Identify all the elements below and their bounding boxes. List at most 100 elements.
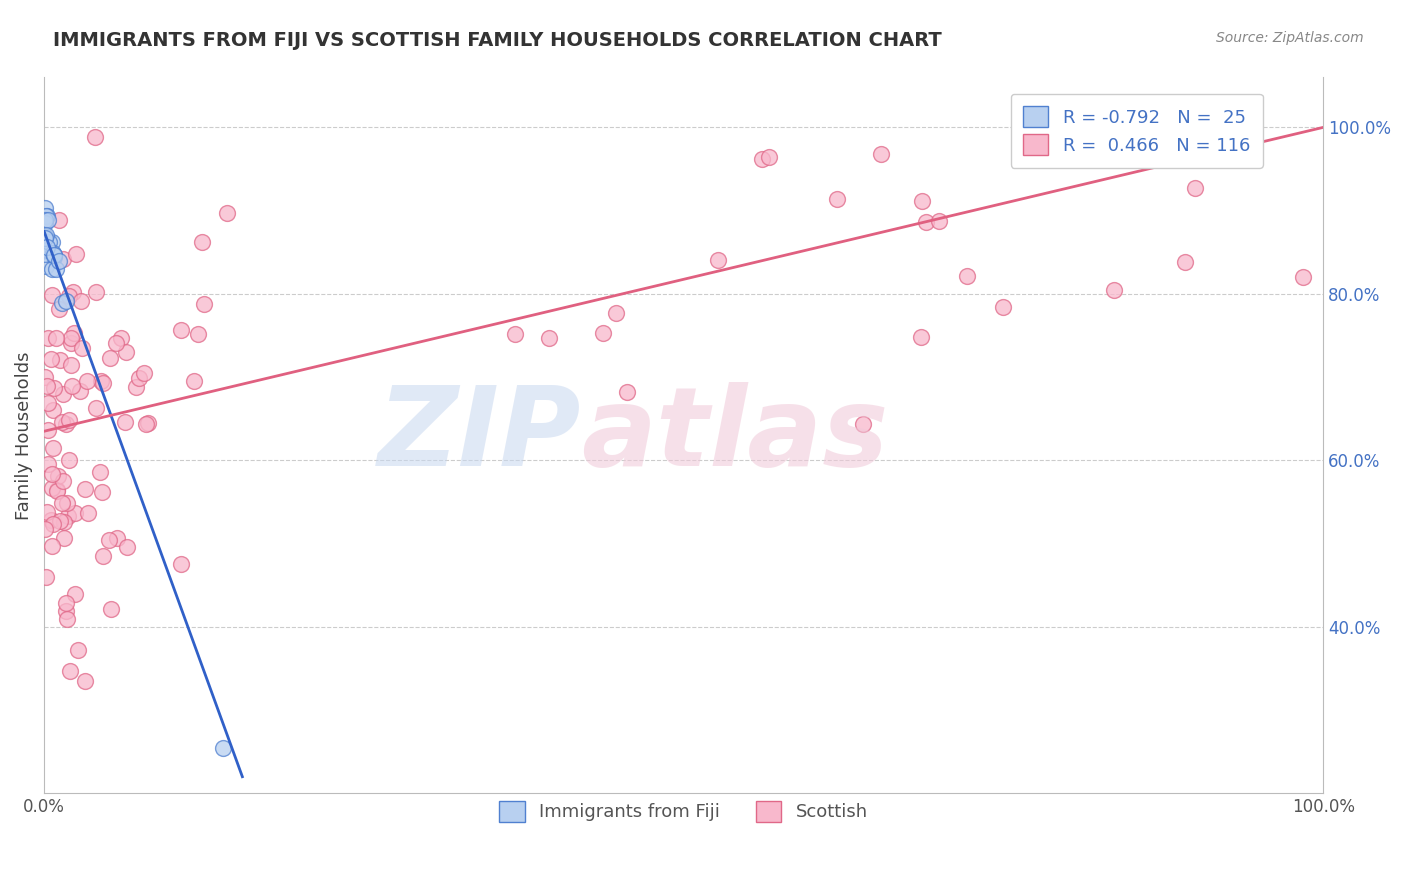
Point: [55, 604, 77, 618]
Point: [44, 250, 66, 264]
Point: [825, 192, 848, 206]
Legend: Immigrants from Fiji, Scottish: Immigrants from Fiji, Scottish: [486, 789, 880, 834]
Point: [56, 495, 79, 509]
Point: [110, 331, 132, 345]
Point: [52, 386, 75, 401]
Point: [44, 248, 66, 262]
Point: [706, 253, 728, 268]
Point: [42, 245, 65, 260]
Point: [70, 293, 93, 308]
Point: [34, 202, 56, 216]
Point: [1174, 255, 1197, 269]
Point: [136, 416, 159, 430]
Point: [537, 330, 560, 344]
Point: [63, 326, 86, 340]
Point: [911, 194, 934, 208]
Point: [89, 465, 111, 479]
Point: [41, 235, 63, 250]
Point: [183, 374, 205, 388]
Point: [52, 475, 75, 489]
Point: [115, 345, 138, 359]
Text: ZIP: ZIP: [378, 382, 581, 489]
Point: [135, 417, 157, 431]
Point: [758, 150, 780, 164]
Point: [37, 210, 59, 224]
Point: [84, 401, 107, 416]
Point: [69, 384, 91, 398]
Point: [35, 505, 58, 519]
Point: [993, 300, 1015, 314]
Point: [45, 331, 67, 345]
Point: [37, 243, 59, 257]
Point: [1184, 180, 1206, 194]
Point: [1102, 283, 1125, 297]
Point: [34, 259, 56, 273]
Point: [34, 216, 56, 230]
Point: [41, 539, 63, 553]
Point: [52, 515, 75, 529]
Point: [1118, 112, 1140, 126]
Point: [37, 396, 59, 410]
Point: [605, 306, 627, 320]
Point: [128, 371, 150, 385]
Point: [58, 413, 80, 427]
Point: [49, 514, 72, 528]
Point: [34, 228, 56, 243]
Point: [55, 612, 77, 626]
Point: [34, 570, 56, 584]
Point: [49, 352, 72, 367]
Point: [914, 215, 936, 229]
Point: [928, 214, 950, 228]
Point: [41, 467, 63, 482]
Point: [170, 557, 193, 571]
Point: [117, 540, 139, 554]
Point: [35, 209, 58, 223]
Point: [41, 481, 63, 495]
Y-axis label: Family Households: Family Households: [15, 351, 32, 520]
Point: [41, 442, 63, 456]
Point: [35, 239, 58, 253]
Point: [48, 213, 70, 227]
Point: [37, 423, 59, 437]
Point: [98, 351, 121, 365]
Point: [60, 359, 83, 373]
Point: [170, 323, 193, 337]
Point: [869, 147, 891, 161]
Point: [62, 285, 84, 300]
Point: [76, 506, 98, 520]
Point: [592, 326, 614, 340]
Point: [45, 483, 67, 497]
Point: [39, 351, 62, 366]
Point: [105, 531, 128, 545]
Point: [51, 415, 73, 429]
Point: [751, 152, 773, 166]
Point: [42, 402, 65, 417]
Point: [134, 366, 156, 380]
Point: [910, 330, 932, 344]
Point: [215, 206, 238, 220]
Point: [852, 417, 875, 432]
Point: [193, 297, 215, 311]
Point: [97, 533, 120, 548]
Point: [34, 370, 56, 384]
Point: [34, 231, 56, 245]
Point: [616, 385, 638, 400]
Point: [100, 601, 122, 615]
Point: [1062, 112, 1084, 126]
Text: IMMIGRANTS FROM FIJI VS SCOTTISH FAMILY HOUSEHOLDS CORRELATION CHART: IMMIGRANTS FROM FIJI VS SCOTTISH FAMILY …: [53, 31, 942, 50]
Point: [956, 268, 979, 283]
Point: [46, 469, 69, 483]
Point: [55, 293, 77, 308]
Point: [34, 213, 56, 227]
Text: atlas: atlas: [581, 382, 889, 489]
Point: [104, 336, 127, 351]
Point: [90, 484, 112, 499]
Point: [187, 327, 209, 342]
Point: [86, 285, 108, 299]
Point: [44, 248, 66, 262]
Point: [124, 379, 146, 393]
Point: [1121, 119, 1143, 133]
Point: [37, 213, 59, 227]
Point: [91, 376, 114, 390]
Point: [65, 247, 87, 261]
